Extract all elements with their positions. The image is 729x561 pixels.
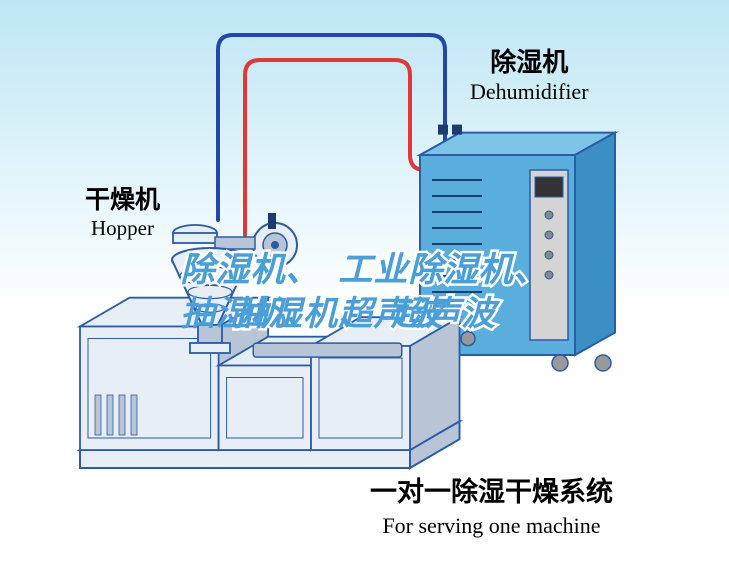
overlay-line1-fill: 除湿机、 工业除湿机、 — [181, 248, 549, 292]
label-dehumidifier-en: Dehumidifier — [470, 79, 589, 105]
diagram-title-cn: 一对一除湿干燥系统 — [370, 470, 613, 509]
label-hopper-cn: 干燥机 — [85, 180, 160, 216]
label-dehumidifier-cn: 除湿机 — [470, 42, 589, 79]
overlay-line2-fill: 抽湿机、 超声波 — [181, 292, 444, 336]
overlay-watermark: 除湿机、 工业除湿机、 除湿机、 工业除湿机、 抽湿机、 超声波 抽湿机、 超声… — [181, 248, 549, 336]
label-hopper-en: Hopper — [85, 216, 160, 241]
label-hopper: 干燥机 Hopper — [85, 180, 160, 241]
diagram-title-en: For serving one machine — [370, 513, 613, 539]
diagram-title: 一对一除湿干燥系统 For serving one machine — [370, 470, 613, 539]
label-dehumidifier: 除湿机 Dehumidifier — [470, 42, 589, 105]
